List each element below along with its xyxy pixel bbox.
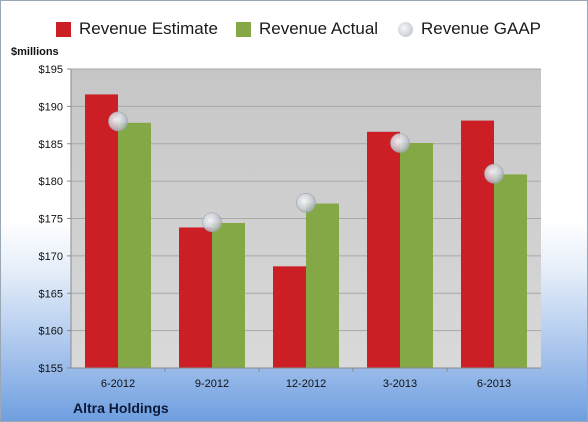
- y-tick-label: $170: [39, 251, 63, 263]
- marker-revenue-gaap: [202, 212, 222, 233]
- marker-revenue-gaap: [108, 111, 128, 132]
- bar-revenue-estimate: [85, 94, 118, 368]
- bar-revenue-estimate: [367, 131, 400, 368]
- x-tick-label: 12-2012: [286, 378, 326, 390]
- bar-revenue-estimate: [273, 266, 306, 368]
- legend-label-revenue-estimate: Revenue Estimate: [79, 19, 218, 38]
- marker-revenue-gaap: [296, 193, 316, 213]
- legend-item-revenue-estimate: Revenue Estimate: [56, 15, 218, 43]
- y-axis-unit-label: $millions: [11, 46, 59, 58]
- y-tick-label: $195: [39, 64, 63, 76]
- bar-revenue-estimate: [179, 227, 212, 368]
- legend: Revenue Estimate Revenue Actual Revenue …: [1, 15, 588, 43]
- x-tick-label: 6-2012: [101, 378, 135, 390]
- y-tick-label: $155: [39, 363, 63, 375]
- bar-revenue-actual: [494, 174, 527, 368]
- y-tick-label: $180: [39, 176, 63, 188]
- legend-item-revenue-gaap: Revenue GAAP: [398, 15, 541, 43]
- bar-revenue-actual: [118, 122, 151, 368]
- legend-label-revenue-actual: Revenue Actual: [259, 19, 379, 38]
- legend-swatch-revenue-actual: [236, 21, 251, 37]
- bar-revenue-actual: [400, 143, 433, 368]
- y-tick-label: $165: [39, 288, 63, 300]
- legend-swatch-revenue-estimate: [56, 21, 71, 37]
- legend-item-revenue-actual: Revenue Actual: [236, 15, 378, 43]
- y-tick-label: $160: [39, 326, 63, 338]
- legend-swatch-revenue-gaap: [398, 21, 413, 37]
- x-tick-label: 3-2013: [383, 378, 417, 390]
- y-tick-label: $175: [39, 214, 63, 226]
- company-name: Altra Holdings: [73, 400, 169, 416]
- bar-revenue-estimate: [461, 120, 494, 368]
- bar-revenue-actual: [306, 203, 339, 368]
- y-tick-label: $190: [39, 101, 63, 113]
- x-tick-label: 6-2013: [477, 378, 511, 390]
- marker-revenue-gaap: [390, 133, 410, 153]
- x-tick-label: 9-2012: [195, 378, 229, 390]
- bar-revenue-actual: [212, 222, 245, 368]
- legend-label-revenue-gaap: Revenue GAAP: [421, 19, 542, 38]
- marker-revenue-gaap: [484, 163, 504, 184]
- y-tick-label: $185: [39, 139, 63, 151]
